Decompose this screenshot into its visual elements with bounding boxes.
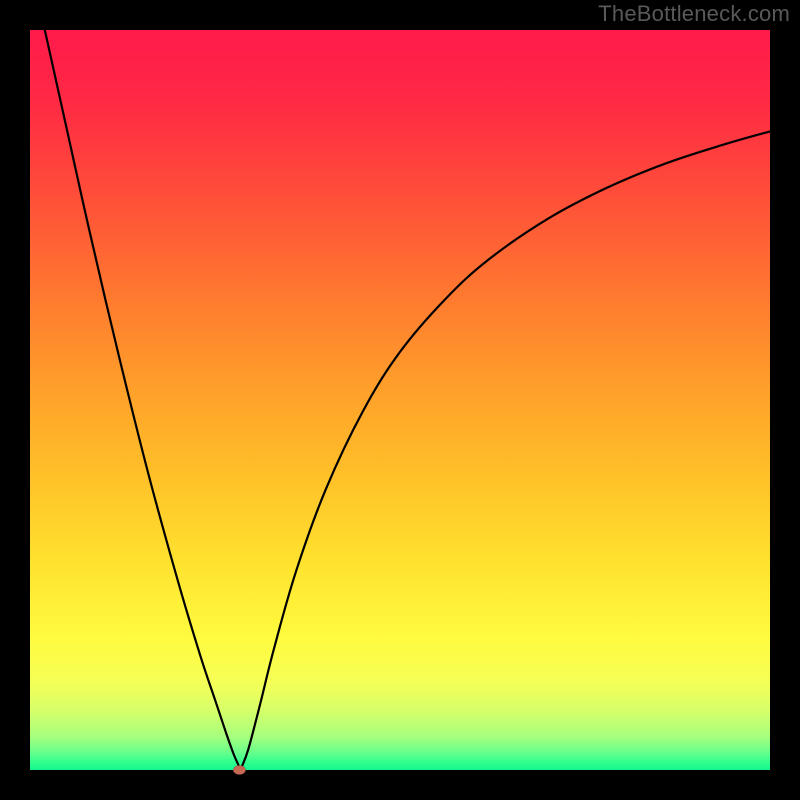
bottleneck-chart — [0, 0, 800, 800]
minimum-marker — [233, 766, 245, 775]
figure-frame: TheBottleneck.com — [0, 0, 800, 800]
gradient-background — [30, 30, 770, 770]
